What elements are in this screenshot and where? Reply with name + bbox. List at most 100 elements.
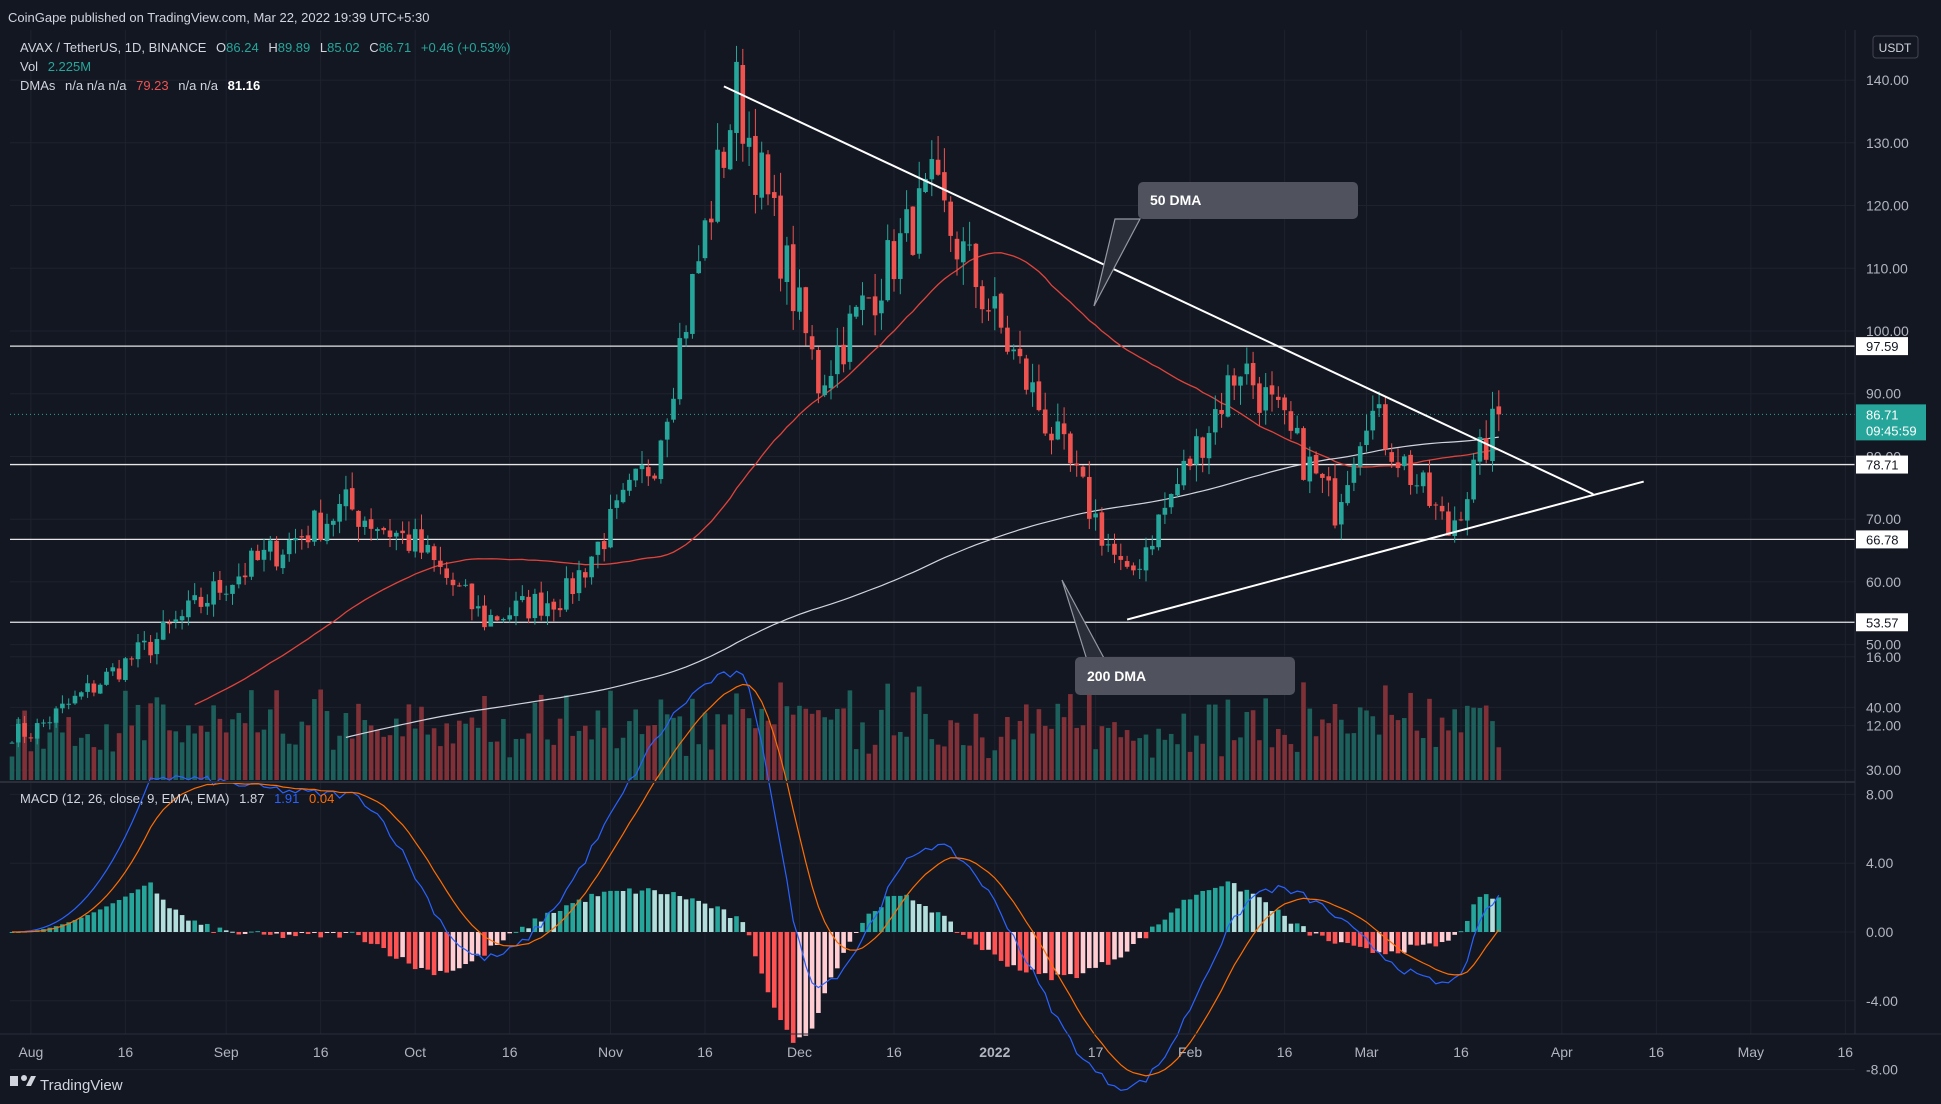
volume-bar (583, 725, 588, 780)
macd-histogram-bar (280, 932, 286, 938)
volume-bar (753, 728, 758, 780)
dmas-label: DMAs (20, 78, 56, 93)
volume-bar (1301, 682, 1306, 780)
volume-bar (1408, 692, 1413, 780)
annotation-200dma[interactable]: 200 DMA (1061, 579, 1295, 695)
candle-body (1017, 348, 1023, 357)
macd-tick-label: -8.00 (1866, 1062, 1898, 1078)
macd-histogram-bar (1408, 932, 1413, 945)
candle-body (608, 509, 613, 548)
volume-bar (923, 713, 928, 780)
candle-body (1087, 476, 1092, 519)
candle-body (727, 130, 733, 170)
candle-body (110, 667, 116, 672)
volume-bar (652, 724, 657, 780)
macd-histogram-bar (545, 912, 550, 932)
candle-body (387, 530, 393, 538)
macd-histogram-bar (589, 893, 594, 932)
candle-body (595, 541, 601, 555)
volume-bar (1238, 737, 1243, 780)
candle-body (1496, 406, 1502, 415)
volume-bar (368, 725, 374, 780)
annotation-text: 50 DMA (1150, 192, 1201, 208)
volume-bar (337, 735, 342, 780)
volume-bar (16, 719, 21, 780)
candle-body (1011, 349, 1016, 352)
volume-bar (526, 733, 531, 780)
volume-bar (658, 699, 664, 780)
macd-histogram-bar (1137, 932, 1142, 939)
candle-body (1074, 463, 1079, 466)
candle-body (778, 195, 783, 279)
candle-body (305, 535, 311, 543)
price-axis[interactable]: 140.00130.00120.00110.00100.0090.0080.00… (1856, 72, 1926, 1078)
time-tick-label: Oct (404, 1044, 426, 1060)
last-price-label: 86.71 (1866, 407, 1899, 422)
macd-histogram-bar (961, 932, 966, 935)
candle-body (1313, 454, 1319, 474)
volume-bar (425, 734, 431, 780)
volume-bar (60, 732, 65, 780)
volume-bars (9, 682, 1502, 780)
volume-bar (179, 742, 185, 780)
candle-body (129, 658, 134, 660)
candle-body (362, 520, 368, 527)
time-axis[interactable]: Aug 16 Sep 16 Oct 16 Nov 16 Dec 16 2022 17 Feb 16 Mar 1… (18, 1044, 1853, 1060)
candle-body (967, 244, 972, 246)
candle-body (425, 544, 431, 553)
macd-histogram-bar (419, 932, 424, 968)
candle-body (368, 519, 374, 529)
macd-histogram-bar (1231, 883, 1237, 932)
descending-trendline[interactable] (723, 85, 1594, 496)
candle-body (1137, 568, 1142, 570)
macd-legend[interactable]: MACD (12, 26, close, 9, EMA, EMA) 1.87 1… (20, 791, 334, 806)
tradingview-logo[interactable]: TradingView (10, 1075, 123, 1094)
macd-histogram-bar (759, 932, 764, 974)
symbol-legend[interactable]: AVAX / TetherUS, 1D, BINANCE O86.24 H89.… (20, 40, 510, 93)
macd-histogram-bar (532, 918, 538, 932)
volume-bar (488, 741, 494, 780)
volume-bar (1093, 749, 1098, 780)
macd-histogram-bar (53, 926, 59, 932)
candle-body (507, 615, 512, 620)
candle-body (179, 616, 185, 621)
macd-histogram-bar (198, 924, 204, 932)
macd-histogram-bar (116, 899, 122, 932)
macd-histogram-bar (784, 932, 790, 1030)
volume-bar (299, 721, 305, 780)
currency-button[interactable]: USDT (1872, 35, 1919, 59)
ascending-trendline[interactable] (1126, 480, 1644, 621)
volume-bar (412, 728, 418, 780)
macd-histogram-bar (72, 920, 78, 932)
macd-histogram-bar (1213, 887, 1218, 932)
volume-bar (1244, 711, 1250, 780)
candle-body (66, 703, 71, 705)
candle-body (1370, 410, 1376, 431)
volume-bar (91, 747, 97, 780)
annotation-box (1138, 182, 1358, 219)
macd-histogram-bar (1168, 912, 1174, 932)
price-tick-label: 110.00 (1866, 260, 1908, 276)
candle-body (721, 151, 727, 168)
macd-histogram-bar (463, 932, 468, 965)
candle-body (261, 549, 267, 560)
candle-body (1339, 502, 1344, 525)
volume-bar (935, 744, 941, 780)
candle-body (249, 550, 254, 577)
volume-bar (1162, 739, 1168, 780)
volume-bar (1433, 746, 1439, 780)
macd-histogram-bar (658, 894, 664, 932)
volume-bar (1213, 704, 1218, 780)
candle-body (1024, 358, 1029, 390)
macd-histogram-bar (154, 893, 160, 932)
annotation-50dma[interactable]: 50 DMA (1093, 182, 1358, 307)
candle-body (841, 344, 846, 365)
volume-bar (1465, 705, 1470, 780)
volume-bar (97, 749, 103, 780)
macd-line-value: 1.91 (274, 791, 299, 806)
candle-body (1250, 363, 1256, 386)
macd-histogram-bar (683, 899, 689, 932)
volume-bar (280, 733, 286, 780)
logo-slash (26, 1076, 36, 1086)
